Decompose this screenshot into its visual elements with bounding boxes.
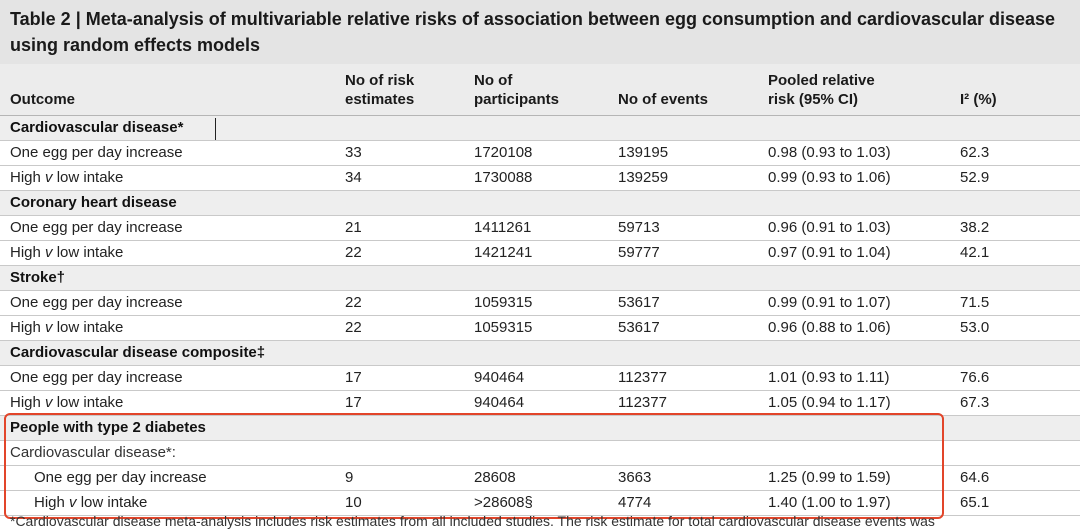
section-header: Cardiovascular disease* [0,116,1080,141]
cell-events: 59777 [618,244,660,261]
cell-participants: 1059315 [474,294,533,311]
section-header: Coronary heart disease [0,191,1080,216]
cell-outcome: One egg per day increase [10,294,183,311]
cell-pooled-risk: 0.98 (0.93 to 1.03) [768,144,891,161]
section-label: Cardiovascular disease* [10,119,184,136]
cell-i-squared: 62.3 [960,144,990,161]
table-row: High v low intake 17 940464 112377 1.05 (0.9… [0,391,1080,416]
cell-events: 139195 [618,144,669,161]
table-row: One egg per day increase 9 28608 3663 1.25 (… [0,466,1080,491]
header-risk-estimates: No of risk estimates [345,72,415,108]
cell-i-squared: 67.3 [960,394,990,411]
cell-participants: 940464 [474,369,525,386]
cell-risk-estimates: 22 [345,244,362,261]
table-footnote: *Cardiovascular disease meta-analysis in… [10,513,935,529]
table-title: Table 2 | Meta-analysis of multivariable… [0,0,1080,64]
cell-pooled-risk: 1.05 (0.94 to 1.17) [768,394,891,411]
cell-participants: 28608 [474,469,516,486]
cell-events: 112377 [618,369,667,386]
cell-participants: 1411261 [474,219,532,236]
cell-i-squared: 42.1 [960,244,990,261]
cell-pooled-risk: 0.99 (0.93 to 1.06) [768,169,891,186]
cell-i-squared: 71.5 [960,294,990,311]
section-label: Cardiovascular disease composite‡ [10,344,266,361]
table-row: High v low intake 22 1059315 53617 0.96 (0.8… [0,316,1080,341]
cell-events: 53617 [618,294,660,311]
cell-pooled-risk: 1.40 (1.00 to 1.97) [768,494,891,511]
header-i-squared: I² (%) [960,91,997,108]
section-label: People with type 2 diabetes [10,419,206,436]
header-pooled-risk: Pooled relative risk (95% CI) [768,72,875,108]
cell-risk-estimates: 34 [345,169,362,186]
table-row: High v low intake 22 1421241 59777 0.97 (0.9… [0,241,1080,266]
section-label: Stroke† [10,269,66,286]
cell-participants: 1730088 [474,169,533,186]
header-participants: No of participants [474,72,560,108]
cell-events: 3663 [618,469,652,486]
cell-outcome: High v low intake [10,169,124,186]
text-cursor [215,118,216,140]
cell-outcome: High v low intake [10,394,124,411]
header-outcome: Outcome [10,91,76,108]
cell-risk-estimates: 17 [345,369,362,386]
cell-participants: >28608§ [474,494,533,511]
subsection-label: Cardiovascular disease*: [10,444,176,461]
cell-pooled-risk: 0.99 (0.91 to 1.07) [768,294,891,311]
table-row: One egg per day increase 17 940464 112377 1.… [0,366,1080,391]
cell-i-squared: 52.9 [960,169,990,186]
cell-risk-estimates: 22 [345,294,362,311]
cell-i-squared: 64.6 [960,469,990,486]
cell-outcome: One egg per day increase [10,369,183,386]
cell-risk-estimates: 22 [345,319,362,336]
section-label: Coronary heart disease [10,194,177,211]
cell-risk-estimates: 33 [345,144,362,161]
cell-events: 139259 [618,169,669,186]
cell-outcome: One egg per day increase [10,219,183,236]
cell-events: 59713 [618,219,660,236]
cell-outcome: One egg per day increase [10,144,183,161]
table-row: High v low intake 10 >28608§ 4774 1.40 (1.00… [0,491,1080,516]
cell-risk-estimates: 10 [345,494,362,511]
cell-participants: 1720108 [474,144,533,161]
section-header: People with type 2 diabetes [0,416,1080,441]
section-header: Cardiovascular disease composite‡ [0,341,1080,366]
cell-events: 112377 [618,394,667,411]
cell-pooled-risk: 0.97 (0.91 to 1.04) [768,244,891,261]
cell-events: 4774 [618,494,652,511]
cell-pooled-risk: 0.96 (0.88 to 1.06) [768,319,891,336]
cell-risk-estimates: 9 [345,469,354,486]
cell-pooled-risk: 1.01 (0.93 to 1.11) [768,369,890,386]
cell-risk-estimates: 21 [345,219,362,236]
cell-participants: 1059315 [474,319,533,336]
cell-participants: 940464 [474,394,525,411]
cell-outcome: High v low intake [34,494,148,511]
table-row: One egg per day increase 21 1411261 59713 0.… [0,216,1080,241]
table-row: One egg per day increase 33 1720108 139195 0… [0,141,1080,166]
cell-outcome: High v low intake [10,319,124,336]
table-header: Outcome No of risk estimates No of partici… [0,64,1080,116]
cell-i-squared: 65.1 [960,494,990,511]
cell-i-squared: 53.0 [960,319,990,336]
subsection-header: Cardiovascular disease*: [0,441,1080,466]
cell-events: 53617 [618,319,660,336]
cell-participants: 1421241 [474,244,533,261]
cell-i-squared: 38.2 [960,219,990,236]
cell-outcome: High v low intake [10,244,124,261]
cell-pooled-risk: 1.25 (0.99 to 1.59) [768,469,891,486]
table-row: One egg per day increase 22 1059315 53617 0.… [0,291,1080,316]
header-events: No of events [618,91,709,108]
cell-pooled-risk: 0.96 (0.91 to 1.03) [768,219,891,236]
cell-risk-estimates: 17 [345,394,362,411]
cell-outcome: One egg per day increase [34,469,207,486]
table-row: High v low intake 34 1730088 139259 0.99 (0.… [0,166,1080,191]
cell-i-squared: 76.6 [960,369,990,386]
section-header: Stroke† [0,266,1080,291]
